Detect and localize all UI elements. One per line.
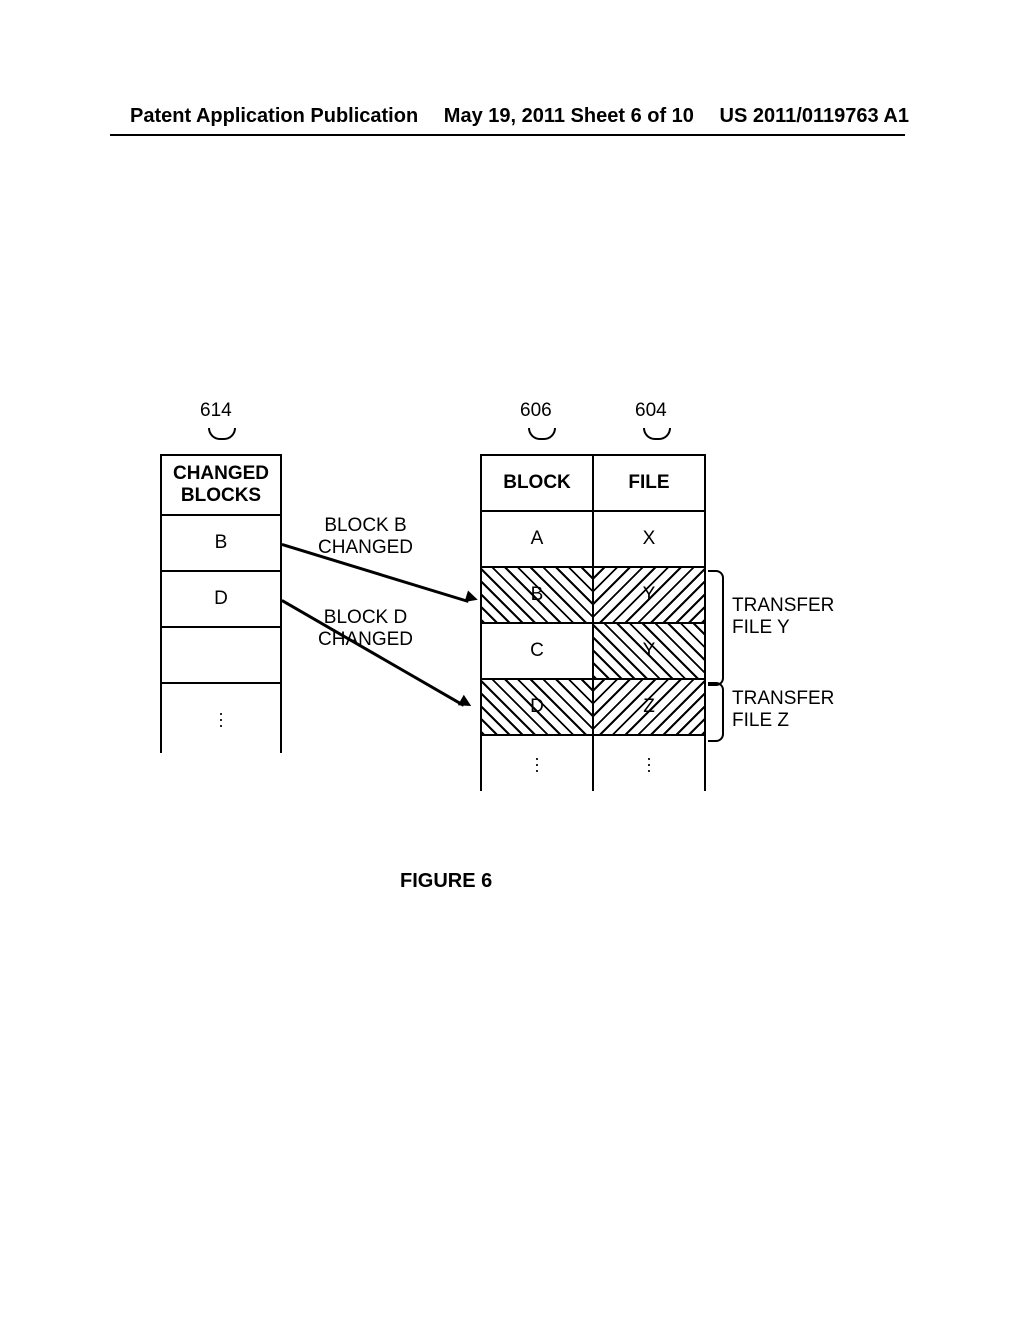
brace-z: [708, 682, 724, 742]
table-row: A X: [481, 511, 705, 567]
block-file-table: BLOCK FILE A X B Y C Y D Z ··· ···: [480, 454, 706, 791]
ref-606: 606: [520, 400, 552, 422]
arrow-b-head: [465, 591, 480, 606]
map-header-block: BLOCK: [481, 455, 593, 511]
ref-606-arc: [528, 428, 556, 440]
transfer-y-label: TRANSFER FILE Y: [732, 595, 834, 639]
changed-block-ellipsis: ···: [161, 683, 281, 753]
block-cell: A: [481, 511, 593, 567]
map-header-file: FILE: [593, 455, 705, 511]
changed-block-row: [161, 627, 281, 683]
file-cell: Z: [593, 679, 705, 735]
ref-604-arc: [643, 428, 671, 440]
block-cell: D: [481, 679, 593, 735]
file-cell: Y: [593, 567, 705, 623]
page-header: Patent Application Publication May 19, 2…: [0, 105, 1024, 128]
ref-614: 614: [200, 400, 232, 422]
changed-blocks-header: CHANGED BLOCKS: [161, 455, 281, 515]
brace-y: [708, 570, 724, 686]
file-cell: X: [593, 511, 705, 567]
ref-604: 604: [635, 400, 667, 422]
table-row: C Y: [481, 623, 705, 679]
table-row: B Y: [481, 567, 705, 623]
changed-block-row: D: [161, 571, 281, 627]
ref-614-arc: [208, 428, 236, 440]
block-cell: C: [481, 623, 593, 679]
transfer-z-label: TRANSFER FILE Z: [732, 688, 834, 732]
figure-caption: FIGURE 6: [400, 870, 492, 893]
changed-blocks-table: CHANGED BLOCKS B D ···: [160, 454, 282, 753]
arrow-d-head: [458, 695, 474, 711]
header-right: US 2011/0119763 A1: [720, 105, 909, 128]
table-row: D Z: [481, 679, 705, 735]
arrow-label-block-b: BLOCK B CHANGED: [318, 515, 413, 559]
header-rule: [110, 134, 905, 136]
block-cell: B: [481, 567, 593, 623]
changed-block-row: B: [161, 515, 281, 571]
header-center: May 19, 2011 Sheet 6 of 10: [444, 105, 694, 128]
header-left: Patent Application Publication: [130, 105, 418, 128]
table-row-ellipsis: ··· ···: [481, 735, 705, 791]
file-cell: Y: [593, 623, 705, 679]
